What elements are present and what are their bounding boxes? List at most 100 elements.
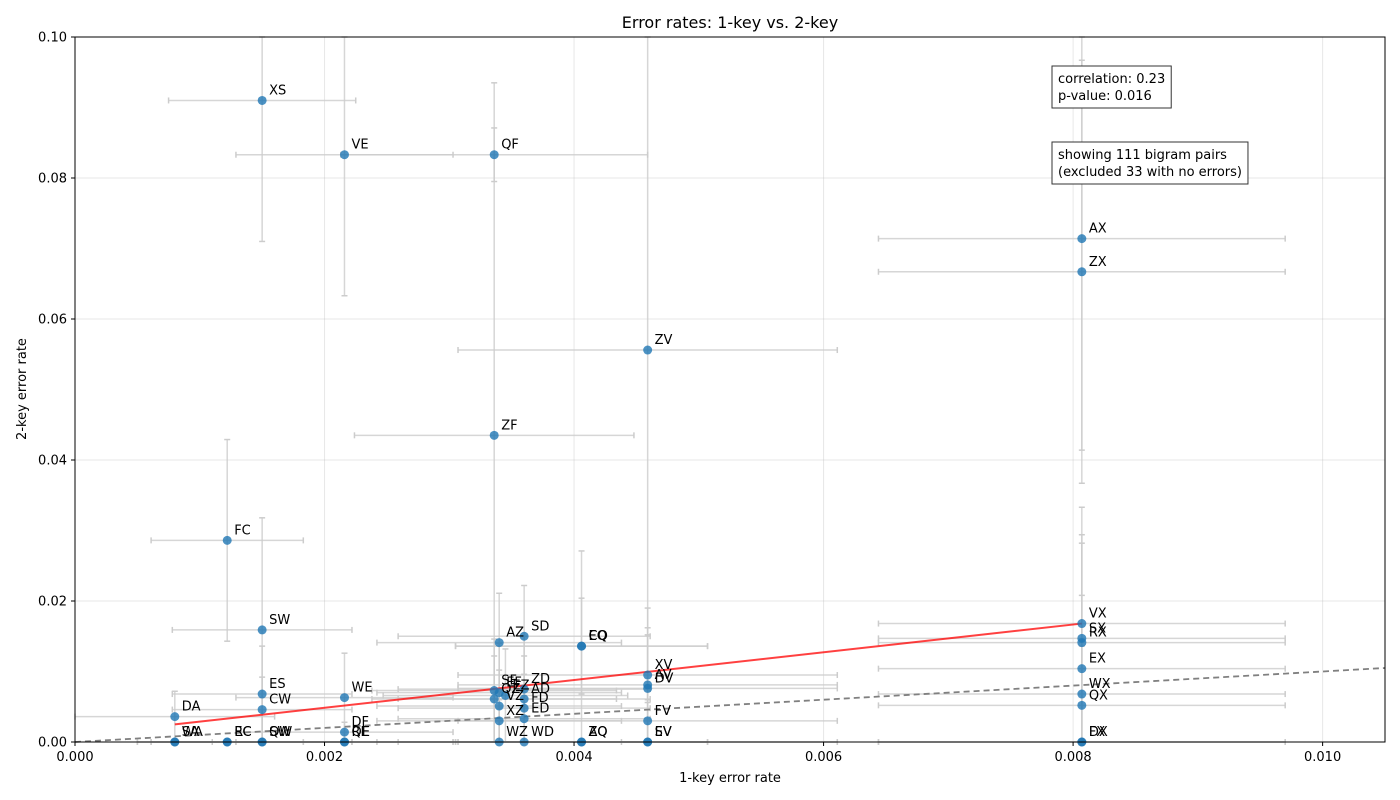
point-label: RC <box>234 725 251 740</box>
point-label: SW <box>269 613 290 628</box>
point-label: QX <box>1089 688 1108 703</box>
x-tick-label: 0.008 <box>1054 750 1091 765</box>
point-label: AZ <box>506 626 524 641</box>
point-label: WE <box>351 681 372 696</box>
point-label: XZ <box>506 704 524 719</box>
data-point <box>577 641 587 651</box>
point-label: FC <box>234 523 251 538</box>
point-label: DF <box>351 715 369 730</box>
point-label: ZQ <box>589 725 608 740</box>
point-label: ZD <box>531 672 550 687</box>
data-point <box>489 430 499 440</box>
data-point <box>519 714 529 724</box>
point-label: ZX <box>1089 255 1107 270</box>
x-tick-label: 0.010 <box>1304 750 1341 765</box>
point-label: ED <box>531 702 549 717</box>
point-label: WA <box>182 725 203 740</box>
point-label: XV <box>655 658 673 673</box>
point-label: CW <box>269 693 291 708</box>
annotation-frame <box>1051 65 1172 109</box>
x-tick-label: 0.006 <box>805 750 842 765</box>
data-point <box>339 693 349 703</box>
point-label: WZ <box>506 725 528 740</box>
data-point <box>1077 234 1087 244</box>
point-label: EV <box>655 725 672 740</box>
data-point <box>1077 638 1087 648</box>
annotation-text: p-value: 0.016 <box>1058 89 1152 104</box>
point-label: SX <box>1089 621 1106 636</box>
x-axis-label: 1-key error rate <box>679 771 781 786</box>
y-tick-label: 0.00 <box>38 736 67 751</box>
point-label: SD <box>531 619 549 634</box>
point-label: QF <box>501 138 519 153</box>
point-label: EF <box>506 676 522 691</box>
data-point <box>519 703 529 713</box>
annotation-box: correlation: 0.23 p-value: 0.016 <box>1051 65 1172 109</box>
point-label: QZ <box>501 682 520 697</box>
data-point <box>519 684 529 694</box>
point-label: FD <box>531 691 549 706</box>
data-point <box>643 670 653 680</box>
data-point <box>494 638 504 648</box>
data-point <box>339 727 349 737</box>
annotation-box: showing 111 bigram pairs (excluded 33 wit… <box>1051 141 1249 185</box>
data-point <box>222 535 232 545</box>
data-point <box>519 631 529 641</box>
data-point <box>1077 700 1087 710</box>
point-label: ZF <box>501 418 517 433</box>
data-point <box>643 716 653 726</box>
trend-lines <box>74 622 1386 743</box>
data-point <box>643 683 653 693</box>
point-label: EC <box>234 725 251 740</box>
point-label: RX <box>1089 626 1107 641</box>
point-label: SW <box>269 725 290 740</box>
point-label: RE <box>351 725 368 740</box>
data-point <box>257 705 267 715</box>
point-label: AX <box>1089 222 1107 237</box>
point-label: DX <box>1089 725 1108 740</box>
point-label: VE <box>351 138 368 153</box>
data-point <box>489 150 499 160</box>
point-label: FV <box>655 704 671 719</box>
data-points <box>170 95 1087 747</box>
point-label: XS <box>269 83 286 98</box>
y-axis-label: 2-key error rate <box>15 338 30 440</box>
data-point <box>519 694 529 704</box>
data-point <box>489 694 499 704</box>
data-point <box>170 712 180 722</box>
chart-title: Error rates: 1-key vs. 2-key <box>622 13 838 32</box>
point-label: EX <box>1089 652 1106 667</box>
point-label: ZV <box>655 333 673 348</box>
data-point <box>1077 619 1087 629</box>
annotation-frame <box>1051 141 1249 185</box>
annotation-text: correlation: 0.23 <box>1058 72 1165 87</box>
y-tick-label: 0.06 <box>38 313 67 328</box>
axis-ticks: 0.000 0.002 0.004 0.006 0.008 0.010 0.00 0.02 0.… <box>38 31 1341 766</box>
reference-line <box>74 667 1386 743</box>
point-label: DV <box>655 671 674 686</box>
data-point <box>643 345 653 355</box>
point-label: ES <box>269 677 285 692</box>
point-label: CQ <box>589 629 608 644</box>
point-label: SF <box>501 674 517 689</box>
y-tick-label: 0.02 <box>38 595 67 610</box>
annotations: correlation: 0.23 p-value: 0.016 showing 1… <box>1051 65 1249 185</box>
data-point <box>494 716 504 726</box>
point-label: EQ <box>589 629 607 644</box>
data-point <box>257 689 267 699</box>
point-label: WX <box>1089 677 1111 692</box>
annotation-text: (excluded 33 with no errors) <box>1058 165 1242 180</box>
point-label: FX <box>1089 725 1105 740</box>
data-point <box>1077 267 1087 277</box>
point-label: QE <box>351 725 369 740</box>
data-point <box>494 701 504 711</box>
point-label: DA <box>182 700 201 715</box>
data-point <box>257 95 267 105</box>
x-tick-label: 0.002 <box>306 750 343 765</box>
point-label: SA <box>182 725 199 740</box>
plot-frame <box>74 36 1386 743</box>
point-label: SV <box>655 725 672 740</box>
data-point <box>1077 664 1087 674</box>
